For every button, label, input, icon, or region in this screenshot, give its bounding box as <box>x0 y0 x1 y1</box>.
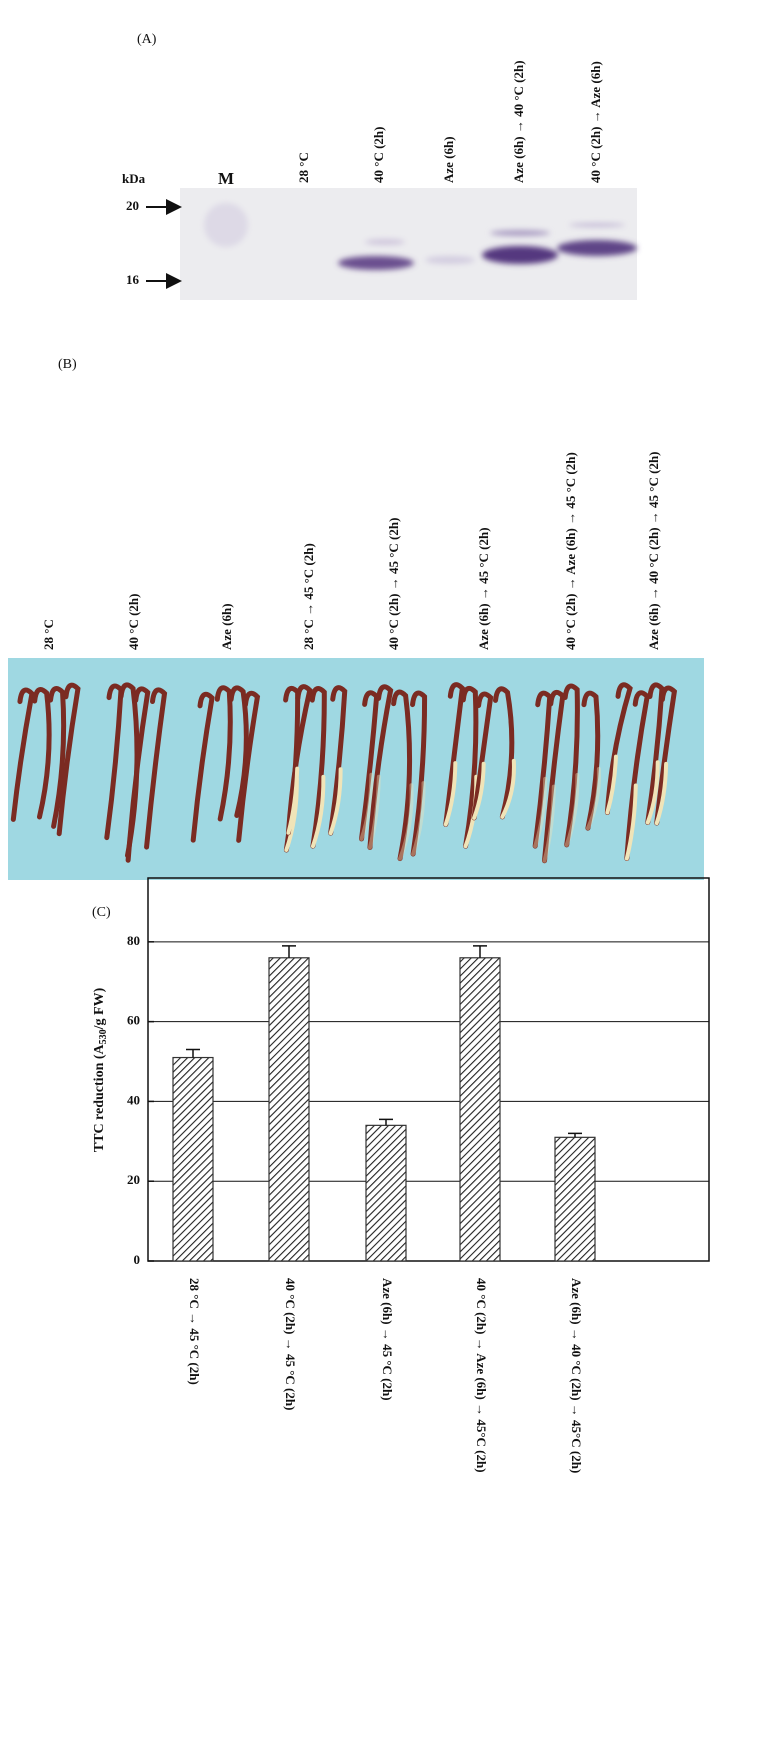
error-bar <box>186 1050 200 1058</box>
bar <box>366 1125 406 1261</box>
lane-label: Aze (6h) <box>219 603 234 650</box>
x-tick-label: Aze (6h) → 45 °C (2h) <box>380 1278 395 1401</box>
marker-label: 16 <box>126 272 140 287</box>
lane-label: Aze (6h) <box>441 136 456 183</box>
panel-label: (A) <box>137 32 157 47</box>
lane-label: 40 °C (2h) → 45 °C (2h) <box>386 518 401 650</box>
x-tick-label: 28 °C → 45 °C (2h) <box>187 1278 202 1385</box>
bar <box>555 1137 595 1261</box>
x-tick-label: 40 °C (2h) → Aze (6h) → 45°C (2h) <box>474 1278 489 1473</box>
lane-label: 28 °C → 45 °C (2h) <box>301 543 316 650</box>
lane-label: 40 °C (2h) → Aze (6h) <box>588 61 603 183</box>
panel-label: (B) <box>58 357 77 372</box>
x-tick-label: Aze (6h) → 40 °C (2h) → 45°C (2h) <box>569 1278 584 1473</box>
y-axis-label: TTC reduction (A530/g FW) <box>92 987 109 1152</box>
x-tick-label: 40 °C (2h) → 45 °C (2h) <box>283 1278 298 1410</box>
bar <box>269 958 309 1261</box>
panel-c: (C) TTC reduction (A530/g FW) <box>92 905 111 1152</box>
lane-label: Aze (6h) → 45 °C (2h) <box>476 527 491 650</box>
y-tick-label: 0 <box>134 1252 141 1267</box>
error-bar <box>473 946 487 958</box>
figure: (A) kDa M 20 16 (B) (C) TTC reduction (A… <box>0 0 783 1742</box>
y-axis-label-part: /g FW) <box>92 987 107 1030</box>
y-tick-label: 80 <box>127 933 140 948</box>
y-axis-label-part: TTC reduction (A <box>92 1043 107 1152</box>
error-bar <box>379 1119 393 1125</box>
y-tick-label: 60 <box>127 1013 140 1028</box>
marker-lane-label: M <box>218 169 234 188</box>
unit-label: kDa <box>122 171 146 186</box>
plot-frame <box>148 878 709 1261</box>
panel-label: (C) <box>92 905 111 920</box>
lane-label: 28 °C <box>296 152 311 183</box>
y-axis-label-sub: 530 <box>98 1029 109 1044</box>
lane-label: Aze (6h) → 40 °C (2h) → 45 °C (2h) <box>646 451 661 650</box>
bar <box>460 958 500 1261</box>
marker-label: 20 <box>126 198 139 213</box>
lane-label: 40 °C (2h) <box>371 127 386 183</box>
lane-label: Aze (6h) → 40 °C (2h) <box>511 60 526 183</box>
bar <box>173 1058 213 1261</box>
lane-label: 40 °C (2h) → Aze (6h) → 45 °C (2h) <box>563 452 578 650</box>
error-bar <box>282 946 296 958</box>
y-tick-label: 20 <box>127 1172 140 1187</box>
panel-b: (B) <box>8 357 704 880</box>
lane-label: 40 °C (2h) <box>126 594 141 650</box>
lane-label: 28 °C <box>41 619 56 650</box>
y-tick-label: 40 <box>127 1092 140 1107</box>
